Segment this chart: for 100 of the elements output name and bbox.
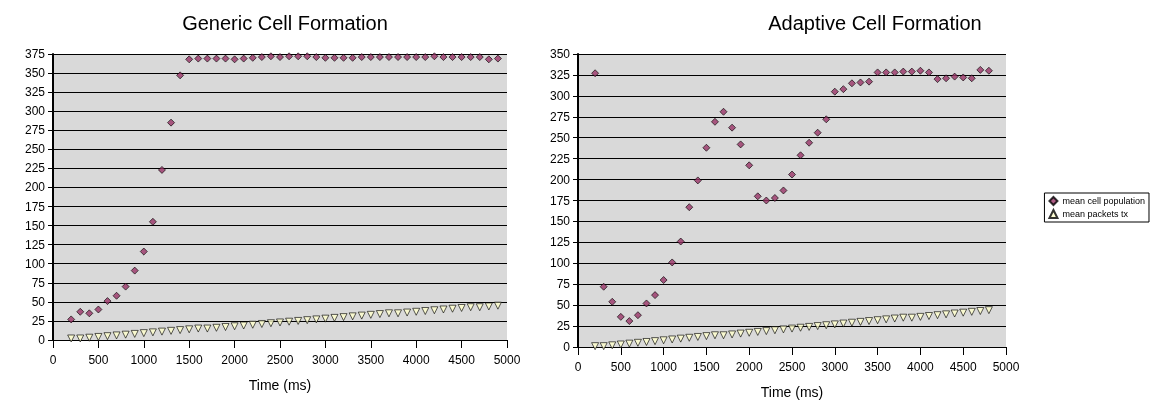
point (339, 53, 348, 62)
point (805, 138, 814, 147)
point (899, 313, 908, 322)
y-tick-label: 275 (549, 109, 571, 124)
point (221, 54, 230, 63)
point (591, 342, 600, 351)
point (899, 67, 908, 76)
point (394, 309, 402, 318)
x-tick-label: 500 (88, 353, 109, 367)
y-tick-label: 325 (549, 67, 571, 82)
point (103, 332, 112, 341)
point (148, 217, 157, 226)
point (439, 53, 448, 61)
chart-title: Adaptive Cell Formation (768, 12, 982, 34)
point (176, 326, 185, 334)
point (693, 333, 702, 341)
point (711, 331, 719, 340)
point (685, 333, 694, 342)
point (890, 68, 899, 77)
point (67, 315, 76, 324)
y-tick-label: 250 (24, 142, 46, 157)
y-tick-label: 225 (24, 161, 46, 176)
point (285, 52, 293, 61)
point (212, 54, 221, 63)
point (942, 74, 950, 83)
point (753, 328, 762, 336)
point (916, 312, 925, 321)
point (257, 53, 266, 61)
point (475, 303, 484, 312)
point (203, 54, 212, 63)
y-tick-label: 125 (549, 235, 571, 250)
point (158, 327, 166, 336)
y-tick-label: 300 (24, 104, 46, 119)
x-tick-label: 3000 (821, 360, 849, 374)
point (257, 320, 266, 328)
point (321, 314, 330, 323)
point (430, 52, 439, 61)
point (85, 333, 94, 342)
point (625, 339, 634, 348)
y-tick-label: 75 (31, 275, 46, 290)
x-tick-label: 0 (49, 353, 57, 367)
y-tick-label: 0 (563, 340, 571, 354)
point (796, 151, 805, 160)
point (139, 247, 148, 256)
x-tick-label: 4500 (448, 353, 476, 367)
point (822, 115, 831, 124)
point (212, 323, 221, 332)
point (676, 334, 685, 343)
point (711, 117, 719, 126)
point (221, 323, 230, 331)
point (728, 330, 736, 339)
point (925, 312, 933, 320)
x-tick-label: 3500 (864, 360, 892, 374)
point (984, 306, 993, 315)
point (412, 307, 421, 316)
point (830, 87, 839, 96)
x-tick-label: 1000 (650, 360, 678, 374)
point (285, 317, 293, 326)
point (659, 276, 668, 284)
point (642, 299, 651, 308)
point (873, 316, 882, 325)
chart-title: Generic Cell Formation (182, 12, 388, 34)
point (230, 55, 239, 64)
point (167, 326, 175, 335)
point (668, 335, 677, 344)
point (448, 304, 457, 313)
point (294, 52, 303, 61)
x-tick-label: 500 (610, 360, 632, 374)
point (890, 314, 899, 323)
point (148, 328, 157, 337)
point (959, 73, 968, 82)
x-tick-label: 2500 (778, 360, 806, 374)
point (984, 66, 993, 75)
point (94, 333, 103, 341)
point (248, 320, 257, 329)
point (394, 53, 402, 61)
point (796, 323, 805, 332)
y-tick-label: 150 (24, 218, 46, 233)
point (736, 140, 745, 149)
point (779, 325, 788, 334)
x-tick-label: 4500 (949, 360, 977, 374)
point (276, 318, 284, 327)
point (484, 55, 493, 64)
point (865, 77, 873, 86)
point (762, 196, 771, 205)
point (103, 297, 112, 305)
point (634, 311, 642, 320)
point (856, 317, 865, 326)
point (882, 68, 891, 77)
point (466, 303, 475, 312)
point (130, 266, 139, 275)
point (239, 321, 248, 330)
point (779, 186, 788, 195)
point (94, 305, 103, 314)
point (439, 305, 448, 314)
point (494, 54, 502, 63)
y-tick-label: 275 (24, 123, 46, 138)
point (933, 75, 942, 84)
point (330, 53, 339, 62)
point (702, 332, 711, 341)
